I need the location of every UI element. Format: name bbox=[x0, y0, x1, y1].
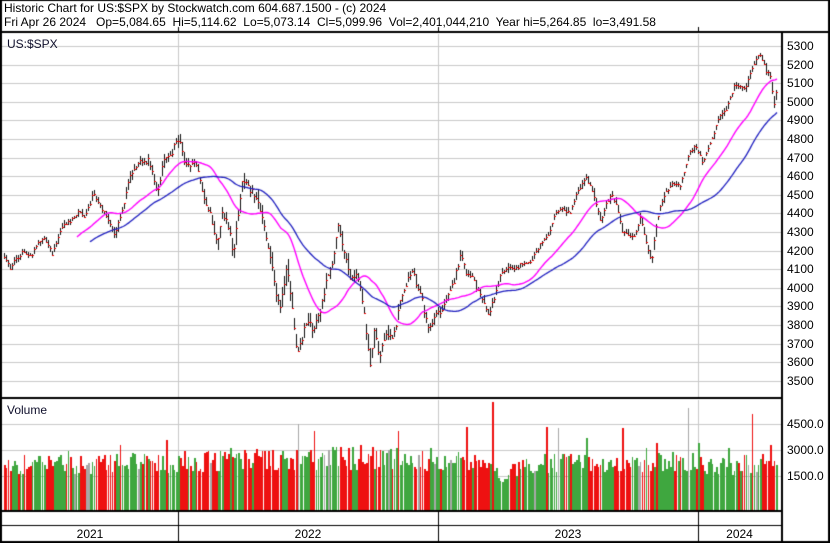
year-label: 2023 bbox=[554, 527, 582, 541]
price-tick-label: 5300 bbox=[787, 39, 814, 53]
volume-panel-label: Volume bbox=[7, 403, 48, 417]
price-tick-label: 3500 bbox=[787, 373, 814, 388]
price-tick-label: 5200 bbox=[787, 57, 814, 72]
year-label: 2024 bbox=[726, 527, 753, 541]
price-tick-label: 4200 bbox=[787, 243, 814, 258]
price-tick-label: 4300 bbox=[787, 225, 814, 239]
volume-tick-label: 4500.0 bbox=[787, 417, 824, 431]
price-tick-label: 3800 bbox=[787, 318, 814, 332]
volume-tick-label: 1500.0 bbox=[787, 469, 824, 483]
price-tick-label: 4700 bbox=[787, 150, 814, 165]
year-label: 2021 bbox=[76, 527, 104, 541]
price-tick-label: 3700 bbox=[787, 336, 814, 351]
price-tick-label: 4500 bbox=[787, 187, 814, 202]
volume-tick-label: 3000.0 bbox=[787, 443, 824, 457]
price-tick-label: 4800 bbox=[787, 132, 814, 146]
price-tick-label: 3900 bbox=[787, 299, 814, 314]
price-tick-label: 4900 bbox=[787, 113, 814, 128]
price-tick-label: 4100 bbox=[787, 262, 814, 277]
year-label: 2022 bbox=[294, 527, 322, 541]
price-tick-label: 5100 bbox=[787, 76, 814, 91]
price-tick-label: 3600 bbox=[787, 355, 814, 370]
price-tick-label: 4000 bbox=[787, 280, 814, 295]
symbol-label: US:$SPX bbox=[7, 37, 58, 51]
price-tick-label: 5000 bbox=[787, 94, 814, 109]
price-tick-label: 4400 bbox=[787, 206, 814, 221]
price-tick-label: 4600 bbox=[787, 169, 814, 184]
chart-title-line: Historic Chart for US:$SPX by Stockwatch… bbox=[4, 1, 387, 15]
quote-info-line: Fri Apr 26 2024 Op=5,084.65 Hi=5,114.62 … bbox=[4, 15, 656, 29]
